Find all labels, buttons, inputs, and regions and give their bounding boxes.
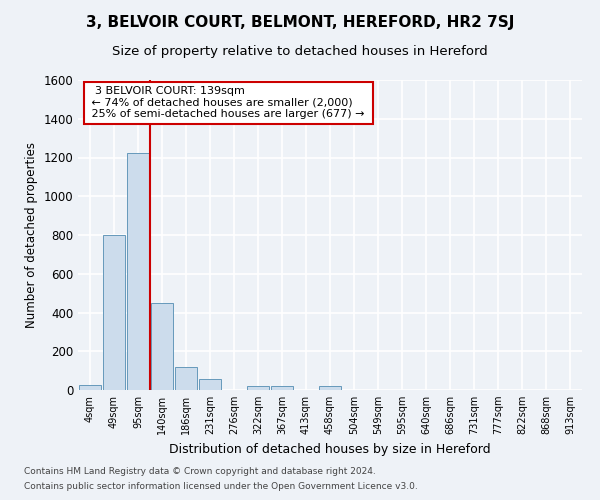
- Bar: [271, 386, 293, 390]
- Text: Size of property relative to detached houses in Hereford: Size of property relative to detached ho…: [112, 45, 488, 58]
- Bar: [103, 235, 125, 390]
- Text: 3 BELVOIR COURT: 139sqm  
 ← 74% of detached houses are smaller (2,000)
 25% of : 3 BELVOIR COURT: 139sqm ← 74% of detache…: [88, 86, 368, 120]
- Text: 3, BELVOIR COURT, BELMONT, HEREFORD, HR2 7SJ: 3, BELVOIR COURT, BELMONT, HEREFORD, HR2…: [86, 15, 514, 30]
- Bar: [175, 367, 197, 390]
- Bar: [199, 379, 221, 390]
- Y-axis label: Number of detached properties: Number of detached properties: [25, 142, 38, 328]
- Text: Contains public sector information licensed under the Open Government Licence v3: Contains public sector information licen…: [24, 482, 418, 491]
- Bar: [319, 386, 341, 390]
- Bar: [151, 303, 173, 390]
- Bar: [127, 152, 149, 390]
- Text: Distribution of detached houses by size in Hereford: Distribution of detached houses by size …: [169, 442, 491, 456]
- Bar: [247, 386, 269, 390]
- Text: Contains HM Land Registry data © Crown copyright and database right 2024.: Contains HM Land Registry data © Crown c…: [24, 467, 376, 476]
- Bar: [79, 385, 101, 390]
